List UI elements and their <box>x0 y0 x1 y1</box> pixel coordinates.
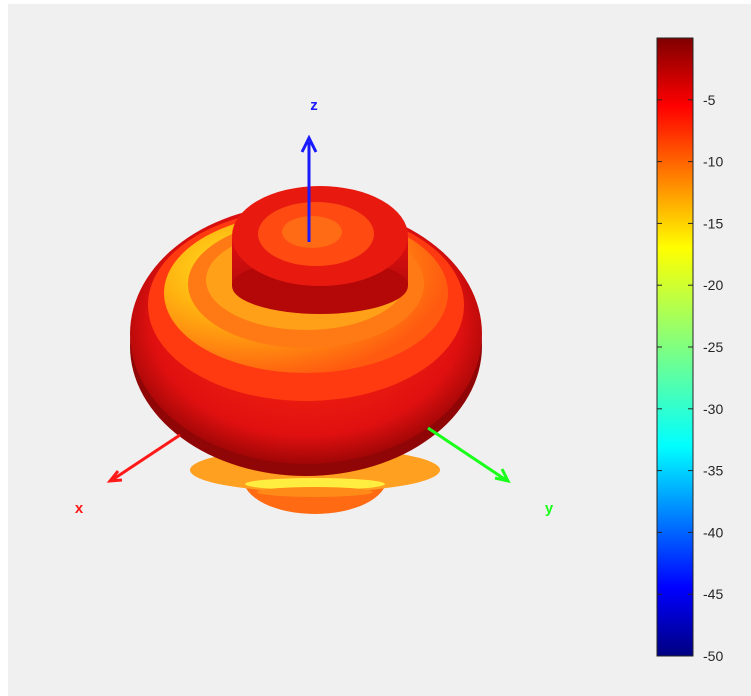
axis-arrows <box>106 134 511 484</box>
colorbar-tick-label: -5 <box>703 92 716 108</box>
colorbar-tick-label: -45 <box>703 586 723 602</box>
colorbar-tick-label: -35 <box>703 463 723 479</box>
colorbar-tick-label: -20 <box>703 277 723 293</box>
radiation-pattern-plot: z x y -5 -10 -15 -20 -25 -30 -35 -40 -45 -50 <box>75 37 723 664</box>
colorbar-tick-label: -15 <box>703 215 723 231</box>
colorbar-ticks: -5 -10 -15 -20 -25 -30 -35 -40 -45 -50 <box>657 92 723 664</box>
figure-window: z x y -5 -10 -15 -20 -25 -30 -35 -40 -45 -50 <box>8 4 751 696</box>
colorbar-tick-label: -40 <box>703 524 723 540</box>
x-axis-arrow <box>111 433 181 482</box>
colorbar-gradient <box>656 37 694 657</box>
colorbar-tick-label: -50 <box>703 648 723 664</box>
x-axis-label: x <box>75 500 84 517</box>
y-axis-arrow <box>427 426 507 482</box>
colorbar-tick-label: -25 <box>703 339 723 355</box>
y-axis-label: y <box>545 500 554 517</box>
z-axis-label: z <box>310 97 318 114</box>
colorbar-tick-label: -10 <box>703 154 723 170</box>
colorbar: -5 -10 -15 -20 -25 -30 -35 -40 -45 -50 <box>656 37 723 664</box>
top-cap <box>232 186 408 314</box>
colorbar-tick-label: -30 <box>703 401 723 417</box>
